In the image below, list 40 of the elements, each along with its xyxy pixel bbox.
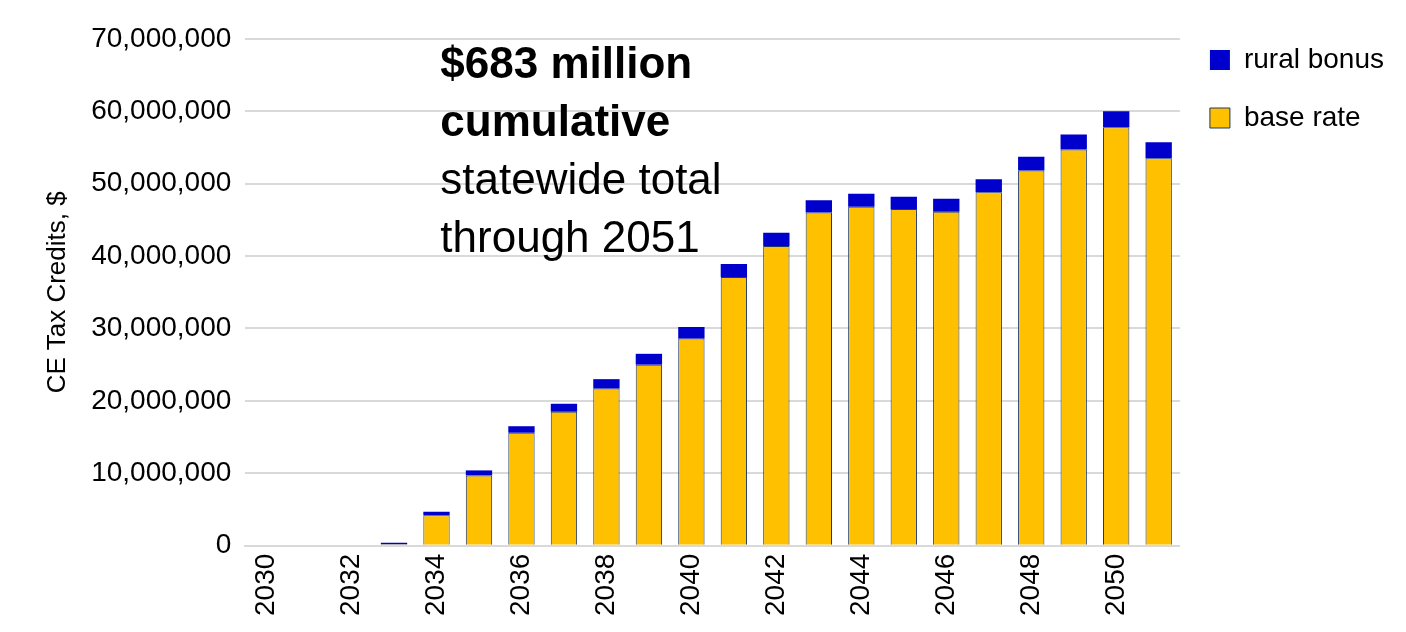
x-tick-label: 2034	[419, 553, 451, 617]
bar	[805, 200, 832, 213]
legend-label: base rate	[1243, 100, 1361, 132]
bar	[593, 379, 620, 389]
y-tick-label: 20,000,000	[91, 383, 232, 415]
bar	[1018, 156, 1045, 171]
bar	[763, 232, 790, 246]
y-tick-label: 40,000,000	[91, 238, 232, 270]
x-tick-label: 2050	[1098, 553, 1130, 617]
x-tick-label: 2032	[334, 553, 366, 617]
bar	[1145, 142, 1172, 159]
bar	[975, 179, 1002, 193]
bar	[635, 353, 663, 365]
x-tick-label: 2042	[759, 553, 791, 617]
bar	[720, 264, 748, 278]
y-tick-label: 50,000,000	[91, 166, 232, 198]
y-tick-label: 10,000,000	[91, 456, 232, 488]
bar	[465, 470, 493, 476]
bar	[1103, 111, 1130, 128]
x-tick-label: 2046	[928, 553, 960, 617]
x-tick-label: 2036	[504, 553, 536, 617]
legend-label: rural bonus	[1243, 42, 1385, 74]
bar	[678, 327, 705, 339]
x-tick-label: 2030	[249, 553, 281, 617]
bar	[933, 198, 960, 212]
bar	[1060, 134, 1087, 150]
bar	[508, 426, 535, 433]
x-tick-label: 2044	[844, 553, 876, 617]
bar	[848, 193, 875, 207]
x-tick-label: 2048	[1013, 553, 1045, 617]
annotation: statewide total through 2051	[440, 153, 722, 261]
y-tick-label: 30,000,000	[91, 311, 232, 343]
y-tick-label: 70,000,000	[91, 21, 232, 53]
x-tick-label: 2040	[674, 553, 706, 617]
x-tick-label: 2038	[589, 553, 621, 617]
y-axis-title: CE Tax Credits, $	[40, 190, 71, 394]
bar	[550, 403, 578, 412]
y-tick-label: 60,000,000	[91, 93, 232, 125]
y-tick-label: 0	[215, 528, 232, 560]
bar	[890, 196, 917, 209]
